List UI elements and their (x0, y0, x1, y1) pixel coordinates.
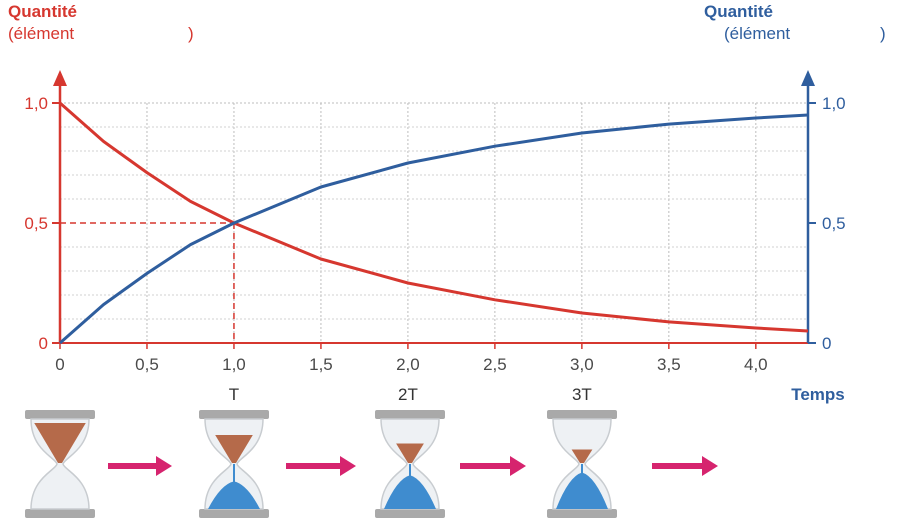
hourglass-icon (199, 410, 269, 518)
hourglass-cap-top (547, 410, 617, 419)
left-axis-tick-label: 1,0 (24, 94, 48, 113)
left-axis-arrow (53, 70, 67, 86)
x-axis-label: Temps (791, 385, 845, 404)
left-axis-title: Quantité (8, 2, 77, 21)
hourglass-sand-top (215, 435, 253, 463)
x-axis-tick-label: 1,5 (309, 355, 333, 374)
hourglass-cap-top (199, 410, 269, 419)
hourglass-icon (375, 410, 445, 518)
arrow-head (702, 456, 718, 476)
arrow-head (510, 456, 526, 476)
hourglass-cap-top (375, 410, 445, 419)
x-axis-tick-label: 2,5 (483, 355, 507, 374)
hourglass-icon (25, 410, 95, 518)
arrow-head (156, 456, 172, 476)
series-line-decreasing (59, 101, 809, 333)
left-axis-tick-label: 0 (39, 334, 48, 353)
right-axis-title: Quantité (704, 2, 773, 21)
x-axis-tick-label: 3,5 (657, 355, 681, 374)
x-axis-tick-label: 0,5 (135, 355, 159, 374)
x-axis-tick-label: 3,0 (570, 355, 594, 374)
x-axis-tick-label: 2,0 (396, 355, 420, 374)
hourglass-cap-bottom (547, 509, 617, 518)
right-axis-subtitle-open: (élément (724, 24, 791, 43)
hourglass-sand-top (396, 443, 424, 463)
hourglass-sand-bottom (384, 475, 436, 509)
right-axis-tick-label: 1,0 (822, 94, 846, 113)
hourglass-cap-bottom (375, 509, 445, 518)
arrow-head (340, 456, 356, 476)
hourglass-cap-bottom (25, 509, 95, 518)
hourglass-sand-top (571, 449, 593, 463)
left-axis-subtitle-open: (élément (8, 24, 75, 43)
right-axis-arrow (801, 70, 815, 86)
hourglass-sand-bottom (208, 481, 260, 509)
right-axis-tick-label: 0,5 (822, 214, 846, 233)
left-axis-tick-label: 0,5 (24, 214, 48, 233)
right-axis-tick-label: 0 (822, 334, 831, 353)
right-axis-subtitle-close: ) (880, 24, 886, 43)
hourglass-cap-bottom (199, 509, 269, 518)
period-label: 2T (398, 385, 418, 404)
x-axis-tick-label: 0 (55, 355, 64, 374)
series-line-increasing (59, 113, 809, 345)
x-axis-tick-label: 1,0 (222, 355, 246, 374)
period-label: 3T (572, 385, 592, 404)
hourglass-icon (547, 410, 617, 518)
x-axis-tick-label: 4,0 (744, 355, 768, 374)
period-label: T (229, 385, 239, 404)
hourglass-cap-top (25, 410, 95, 419)
hourglass-sand-top (34, 423, 86, 463)
left-axis-subtitle-close: ) (188, 24, 194, 43)
hourglass-sand-bottom (556, 472, 608, 509)
